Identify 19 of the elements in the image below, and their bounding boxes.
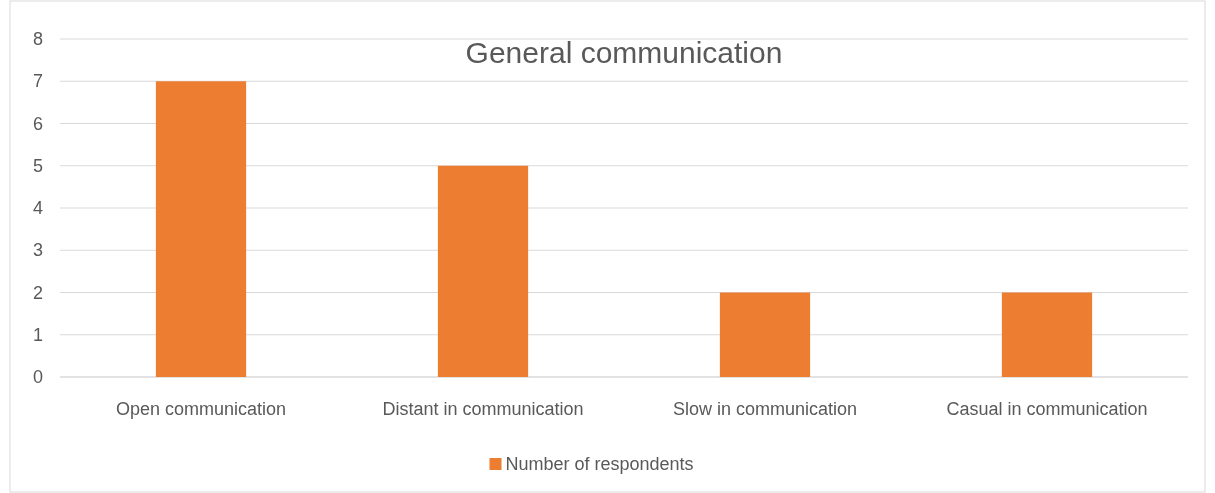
y-tick-label: 5: [32, 155, 44, 176]
y-tick-label: 2: [32, 282, 44, 303]
chart-title: General communication: [465, 36, 783, 69]
y-tick-label: 1: [32, 324, 44, 345]
bar: [719, 292, 811, 377]
x-tick-label: Casual in communication: [946, 399, 1148, 419]
y-tick-label: 8: [32, 29, 44, 49]
y-tick-label: 3: [32, 240, 44, 261]
legend-label: Number of respondents: [505, 454, 694, 474]
x-tick-label: Slow in communication: [672, 399, 858, 419]
bar: [155, 81, 247, 377]
y-tick-label: 4: [32, 198, 44, 218]
y-tick-label: 6: [32, 113, 44, 134]
y-tick-label: 0: [32, 367, 44, 387]
x-tick-label: Open communication: [115, 399, 287, 419]
bar: [437, 165, 529, 377]
x-tick-label: Distant in communication: [382, 399, 584, 419]
bar: [1001, 292, 1093, 377]
y-tick-label: 7: [32, 71, 44, 92]
